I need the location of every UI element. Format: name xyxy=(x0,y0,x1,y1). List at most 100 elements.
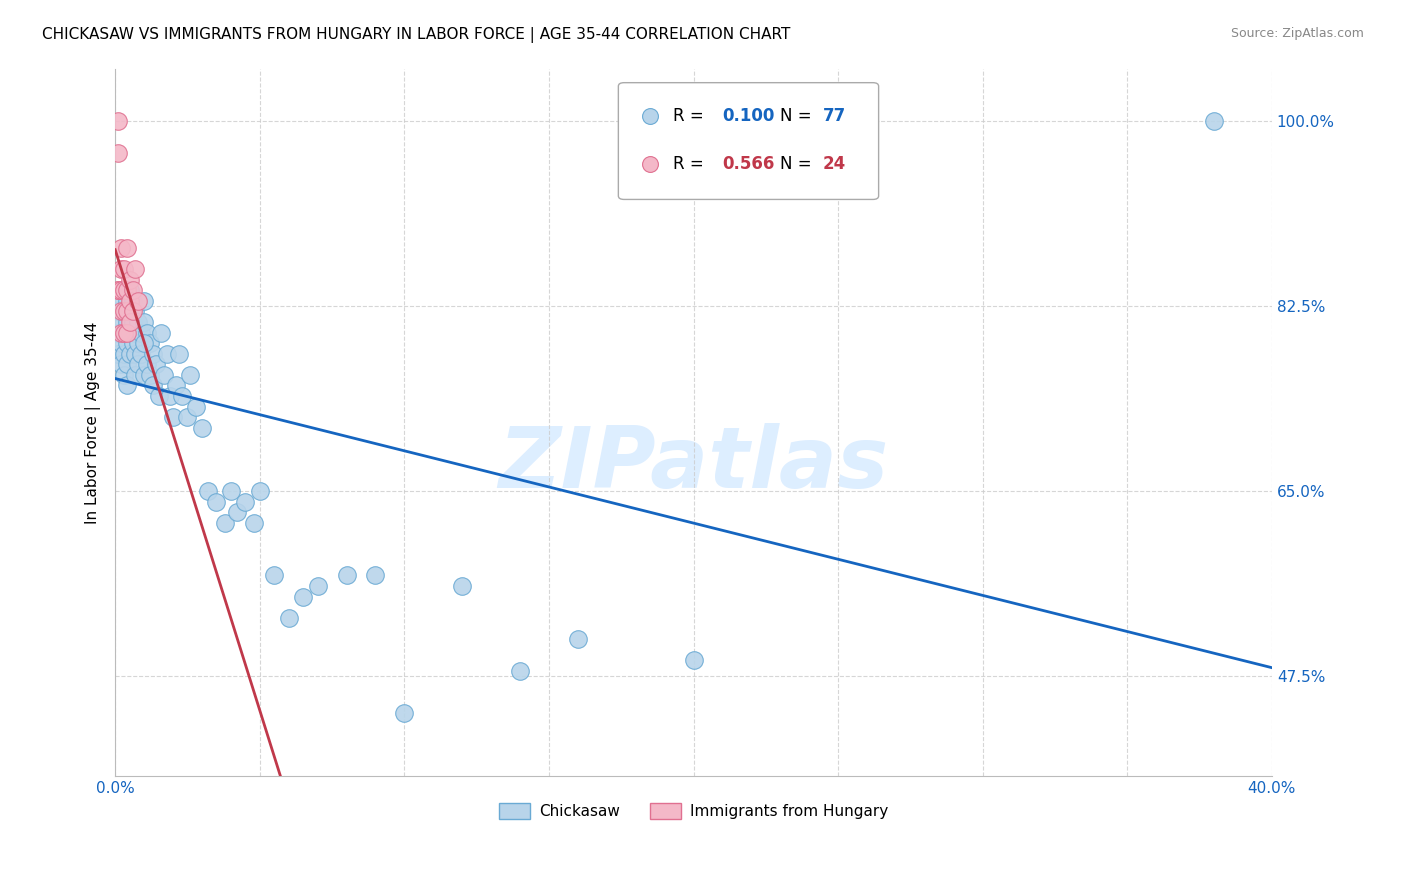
Point xyxy=(110,293,132,308)
Point xyxy=(112,283,135,297)
Point xyxy=(148,389,170,403)
Point xyxy=(118,315,141,329)
Text: Source: ZipAtlas.com: Source: ZipAtlas.com xyxy=(1230,27,1364,40)
Point xyxy=(121,304,143,318)
Point xyxy=(121,315,143,329)
Text: R =: R = xyxy=(672,107,709,125)
Point xyxy=(115,241,138,255)
Point xyxy=(107,146,129,161)
Legend: Chickasaw, Immigrants from Hungary: Chickasaw, Immigrants from Hungary xyxy=(494,797,894,825)
Point xyxy=(197,483,219,498)
Point xyxy=(139,368,162,382)
Point xyxy=(124,368,146,382)
Point xyxy=(170,389,193,403)
Point xyxy=(121,283,143,297)
Point xyxy=(225,505,247,519)
Point xyxy=(249,483,271,498)
Point xyxy=(176,410,198,425)
Point xyxy=(115,357,138,371)
Point xyxy=(159,389,181,403)
Point xyxy=(132,293,155,308)
Point xyxy=(142,378,165,392)
Point xyxy=(115,378,138,392)
Point xyxy=(118,326,141,340)
Point xyxy=(307,579,329,593)
Point xyxy=(118,283,141,297)
Text: R =: R = xyxy=(672,155,709,173)
Point xyxy=(364,568,387,582)
Point xyxy=(205,494,228,508)
Point xyxy=(132,368,155,382)
Point xyxy=(112,262,135,277)
Point xyxy=(115,326,138,340)
Point xyxy=(115,315,138,329)
Point xyxy=(132,336,155,351)
Point xyxy=(162,410,184,425)
Point xyxy=(107,283,129,297)
Point xyxy=(118,304,141,318)
Point xyxy=(107,114,129,128)
Point xyxy=(394,706,416,720)
Point xyxy=(115,304,138,318)
Point xyxy=(145,357,167,371)
Point xyxy=(110,283,132,297)
Point xyxy=(292,590,315,604)
Text: 0.100: 0.100 xyxy=(723,107,775,125)
Point xyxy=(110,357,132,371)
Point xyxy=(115,283,138,297)
Point xyxy=(191,420,214,434)
Point xyxy=(110,315,132,329)
Point xyxy=(139,336,162,351)
Point xyxy=(115,293,138,308)
Point xyxy=(277,611,299,625)
Point xyxy=(127,357,149,371)
Point xyxy=(121,293,143,308)
Point xyxy=(127,315,149,329)
Text: CHICKASAW VS IMMIGRANTS FROM HUNGARY IN LABOR FORCE | AGE 35-44 CORRELATION CHAR: CHICKASAW VS IMMIGRANTS FROM HUNGARY IN … xyxy=(42,27,790,43)
Point xyxy=(110,262,132,277)
Text: 77: 77 xyxy=(823,107,846,125)
Point xyxy=(107,326,129,340)
Point xyxy=(156,347,179,361)
Point xyxy=(107,283,129,297)
Point xyxy=(179,368,201,382)
Text: ZIPatlas: ZIPatlas xyxy=(498,424,889,507)
Point xyxy=(107,347,129,361)
Text: N =: N = xyxy=(780,155,817,173)
Point xyxy=(110,336,132,351)
Point xyxy=(107,304,129,318)
Point xyxy=(112,326,135,340)
Point xyxy=(243,516,266,530)
Point xyxy=(129,347,152,361)
Point xyxy=(142,347,165,361)
Point xyxy=(112,304,135,318)
Y-axis label: In Labor Force | Age 35-44: In Labor Force | Age 35-44 xyxy=(86,321,101,524)
Point xyxy=(124,347,146,361)
Point xyxy=(167,347,190,361)
Point xyxy=(112,304,135,318)
Point xyxy=(233,494,256,508)
Point xyxy=(129,326,152,340)
FancyBboxPatch shape xyxy=(619,83,879,200)
Text: 24: 24 xyxy=(823,155,846,173)
Point xyxy=(112,326,135,340)
Point xyxy=(112,347,135,361)
Point xyxy=(132,315,155,329)
Point xyxy=(214,516,236,530)
Point xyxy=(127,336,149,351)
Point xyxy=(124,262,146,277)
Text: 0.566: 0.566 xyxy=(723,155,775,173)
Point xyxy=(682,653,704,667)
Point xyxy=(219,483,242,498)
Text: N =: N = xyxy=(780,107,817,125)
Point xyxy=(118,347,141,361)
Point xyxy=(124,326,146,340)
Point xyxy=(121,336,143,351)
Point xyxy=(150,326,173,340)
Point xyxy=(124,304,146,318)
Point xyxy=(118,293,141,308)
Point xyxy=(110,241,132,255)
Point xyxy=(451,579,474,593)
Point xyxy=(1202,114,1225,128)
Point xyxy=(115,336,138,351)
